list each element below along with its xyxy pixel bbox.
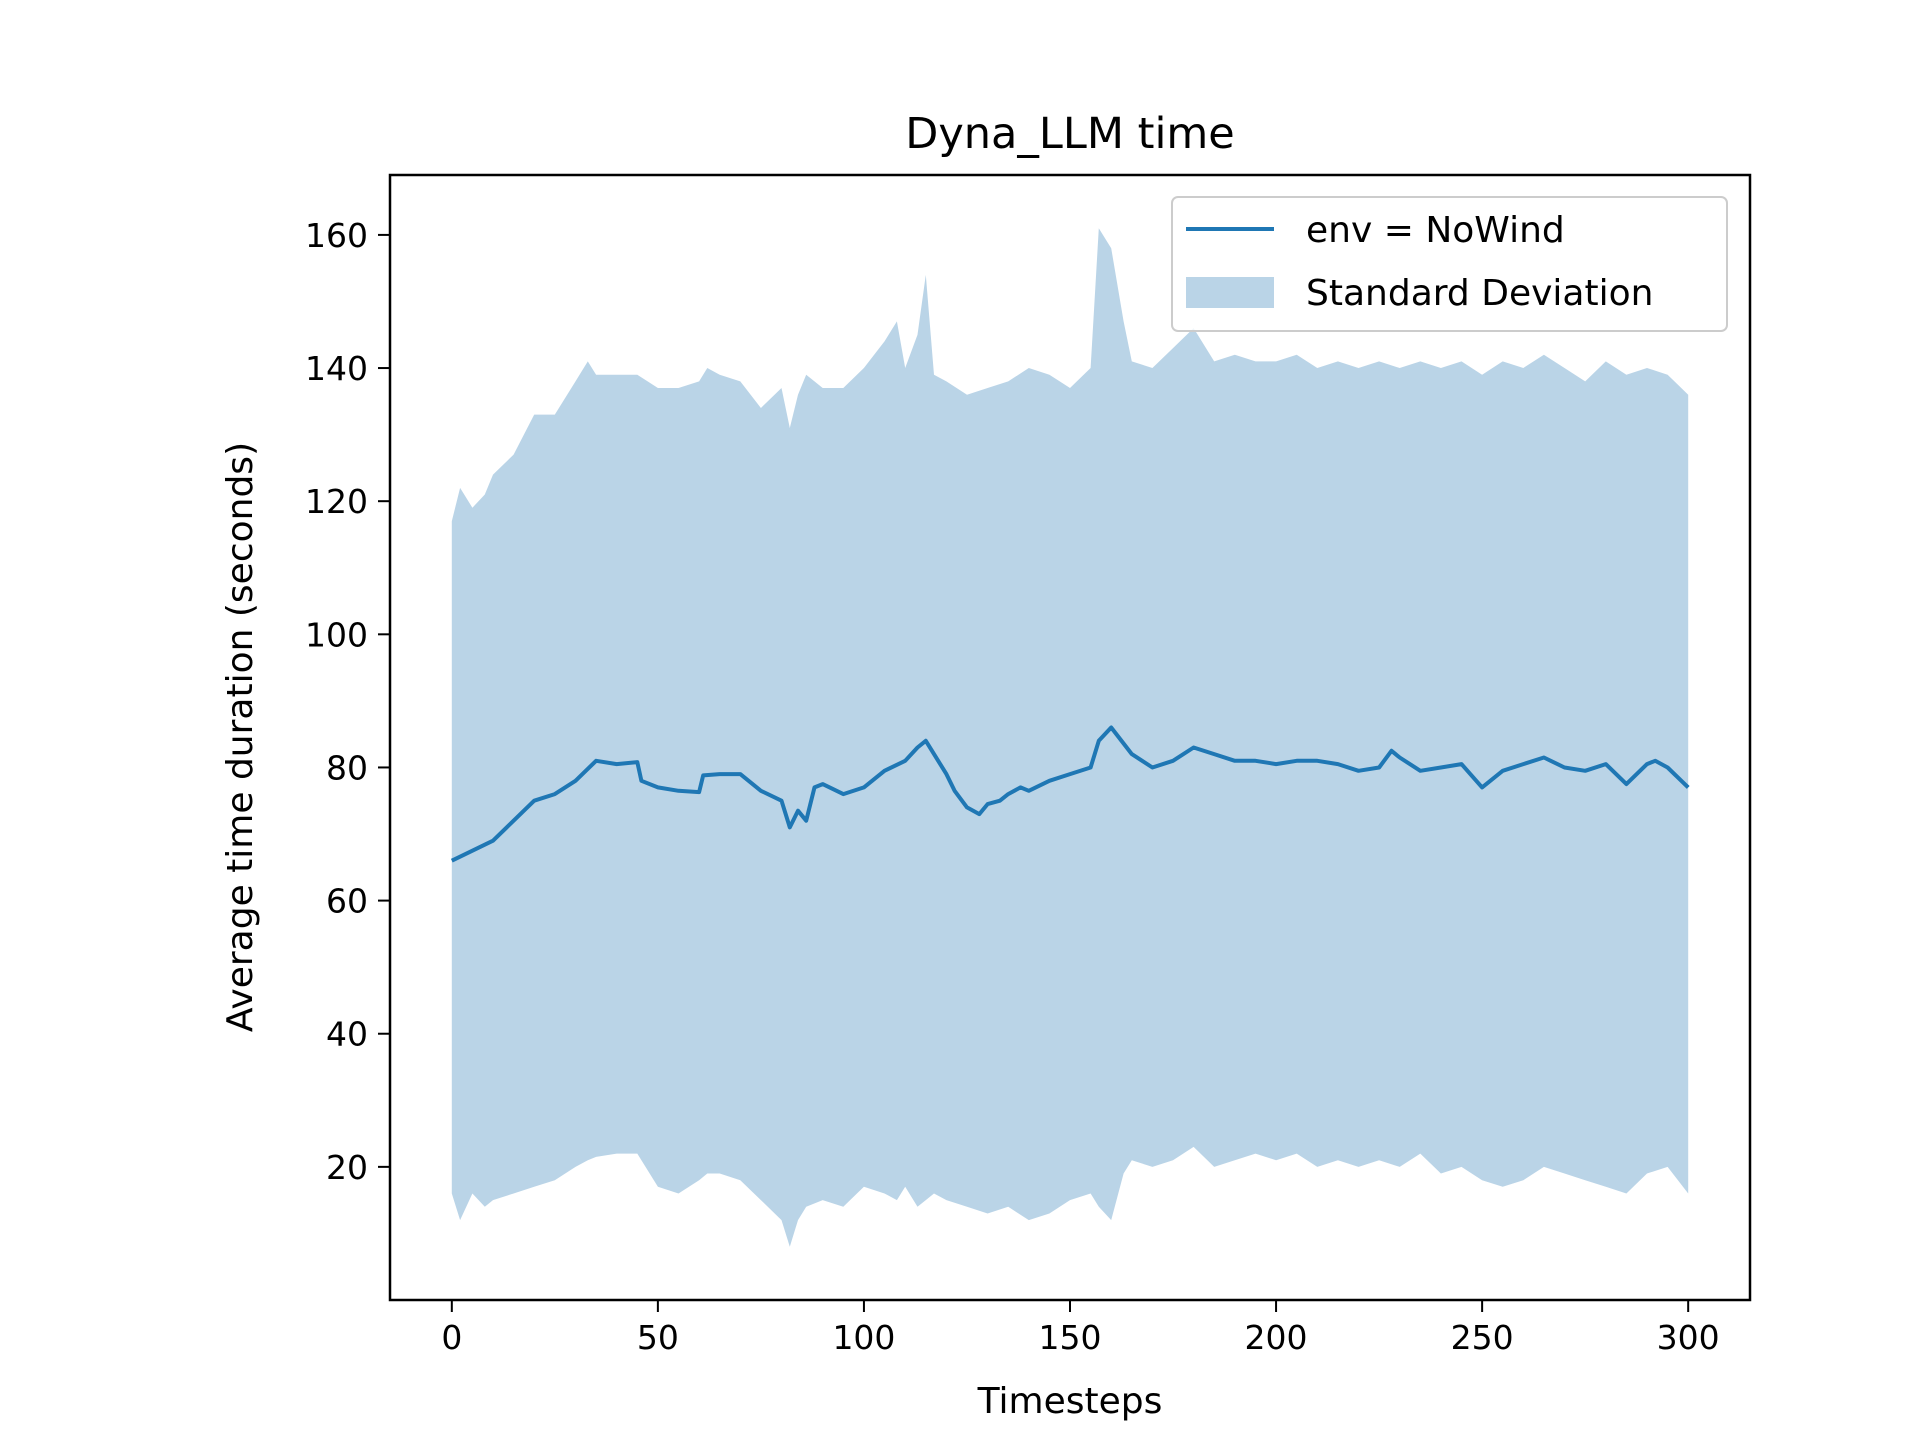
x-tick-label: 200 bbox=[1245, 1318, 1308, 1357]
x-axis: 0 50 100 150 200 250 300 bbox=[441, 1300, 1720, 1357]
legend-label-std: Standard Deviation bbox=[1306, 273, 1653, 314]
chart-title: Dyna_LLM time bbox=[905, 109, 1235, 159]
y-tick-label: 80 bbox=[326, 748, 368, 787]
mean-line-layer bbox=[450, 725, 1690, 863]
x-tick-label: 150 bbox=[1039, 1318, 1102, 1357]
x-tick-label: 250 bbox=[1451, 1318, 1514, 1357]
x-tick-label: 50 bbox=[637, 1318, 679, 1357]
y-axis-title: Average time duration (seconds) bbox=[220, 442, 261, 1032]
x-tick-label: 300 bbox=[1657, 1318, 1720, 1357]
legend: env = NoWind Standard Deviation bbox=[1171, 196, 1728, 332]
y-axis: 20 40 60 80 100 120 140 160 bbox=[305, 216, 390, 1187]
y-tick-label: 160 bbox=[305, 216, 368, 255]
y-tick-label: 120 bbox=[305, 482, 368, 521]
legend-box bbox=[1171, 196, 1728, 332]
legend-band-swatch bbox=[1186, 277, 1274, 308]
mean-line bbox=[450, 725, 1690, 863]
std-band-layer bbox=[451, 228, 1689, 1247]
y-tick-label: 100 bbox=[305, 615, 368, 654]
legend-label-mean: env = NoWind bbox=[1306, 210, 1565, 251]
y-tick-label: 20 bbox=[326, 1148, 368, 1187]
std-band bbox=[451, 228, 1689, 1247]
x-tick-label: 0 bbox=[441, 1318, 462, 1357]
x-tick-label: 100 bbox=[832, 1318, 895, 1357]
x-axis-title: Timesteps bbox=[977, 1381, 1163, 1422]
y-tick-label: 140 bbox=[305, 349, 368, 388]
y-tick-label: 40 bbox=[326, 1015, 368, 1054]
y-tick-label: 60 bbox=[326, 882, 368, 921]
